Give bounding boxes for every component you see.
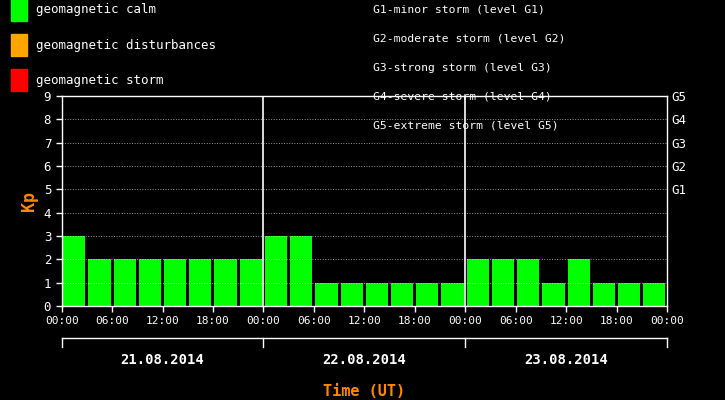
Bar — [618, 283, 640, 306]
Bar — [164, 259, 186, 306]
Text: geomagnetic disturbances: geomagnetic disturbances — [36, 39, 215, 52]
Bar — [265, 236, 287, 306]
Text: G1-minor storm (level G1): G1-minor storm (level G1) — [373, 5, 545, 15]
Bar — [391, 283, 413, 306]
Bar — [341, 283, 362, 306]
Bar — [63, 236, 86, 306]
Bar — [492, 259, 514, 306]
Bar — [542, 283, 565, 306]
Bar — [416, 283, 439, 306]
Text: G2-moderate storm (level G2): G2-moderate storm (level G2) — [373, 34, 566, 44]
Bar — [442, 283, 464, 306]
Text: G3-strong storm (level G3): G3-strong storm (level G3) — [373, 63, 552, 73]
Bar — [315, 283, 338, 306]
Bar — [88, 259, 110, 306]
Text: G5-extreme storm (level G5): G5-extreme storm (level G5) — [373, 120, 559, 130]
Bar — [568, 259, 590, 306]
Text: Time (UT): Time (UT) — [323, 384, 405, 399]
Text: geomagnetic storm: geomagnetic storm — [36, 74, 163, 87]
Bar — [366, 283, 388, 306]
Text: geomagnetic calm: geomagnetic calm — [36, 4, 156, 16]
Bar — [114, 259, 136, 306]
Bar — [467, 259, 489, 306]
Bar — [290, 236, 312, 306]
Bar — [215, 259, 236, 306]
Text: G4-severe storm (level G4): G4-severe storm (level G4) — [373, 91, 552, 101]
Bar — [643, 283, 666, 306]
Text: 23.08.2014: 23.08.2014 — [524, 353, 608, 367]
Y-axis label: Kp: Kp — [20, 191, 38, 211]
Bar — [240, 259, 262, 306]
Text: 21.08.2014: 21.08.2014 — [120, 353, 204, 367]
Bar — [189, 259, 212, 306]
Text: 22.08.2014: 22.08.2014 — [323, 353, 406, 367]
Bar — [593, 283, 615, 306]
Bar — [517, 259, 539, 306]
Bar — [138, 259, 161, 306]
